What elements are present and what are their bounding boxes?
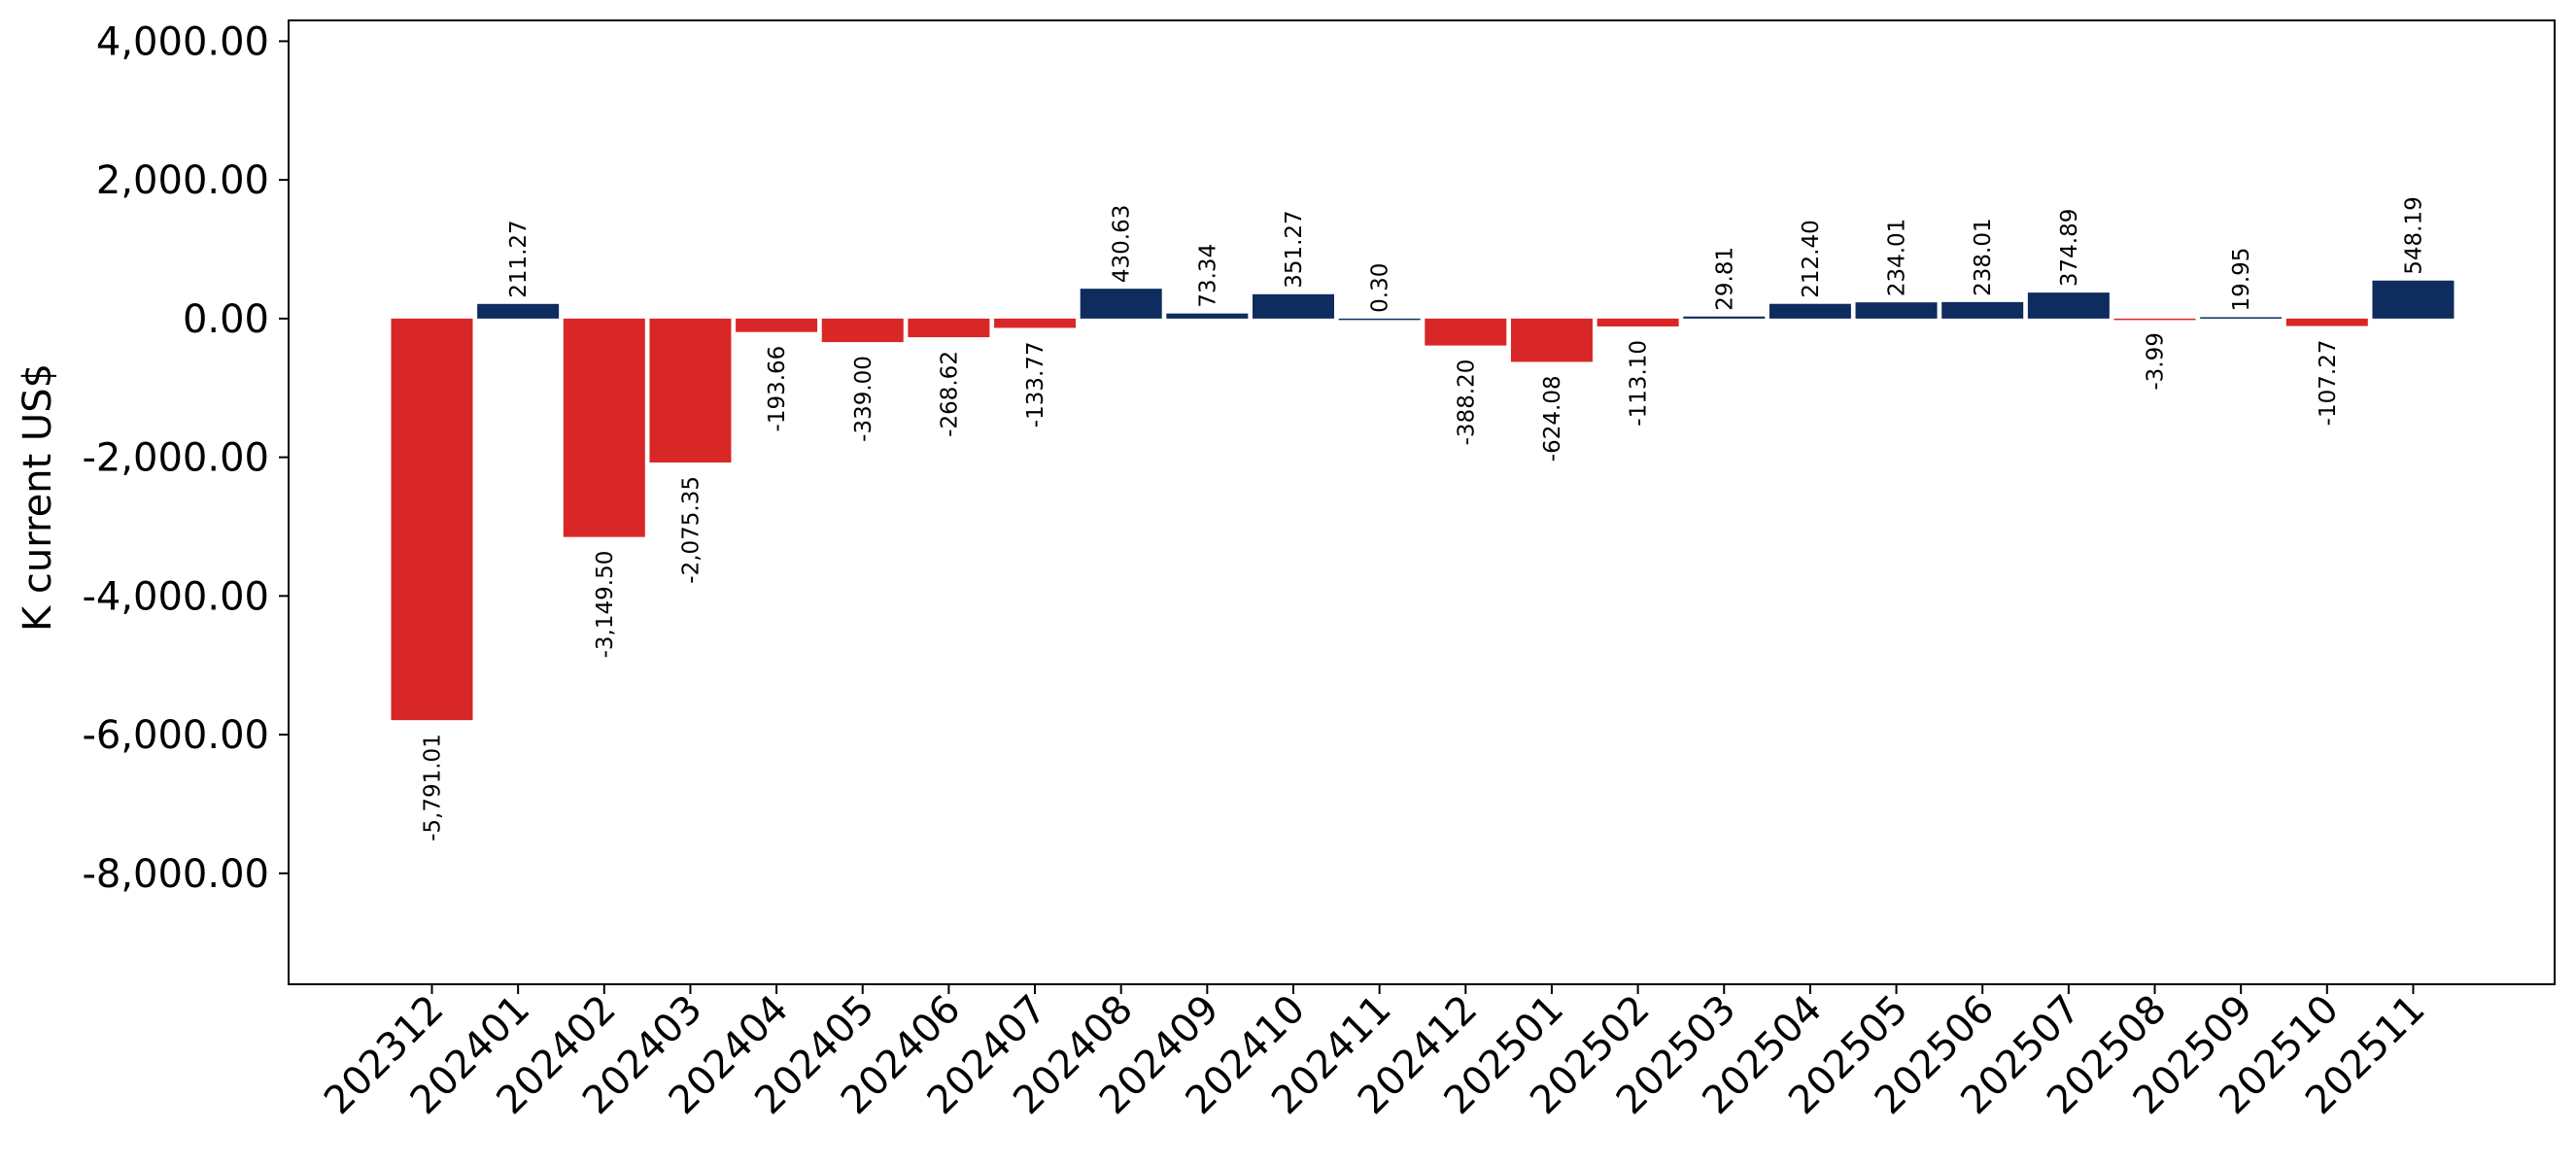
data-label: -3.99 [2144, 332, 2169, 391]
y-tick-label: -4,000.00 [82, 574, 269, 619]
bar [1166, 313, 1249, 319]
data-label: 238.01 [1971, 218, 1996, 295]
data-label: 212.40 [1799, 220, 1824, 297]
bar [391, 318, 473, 721]
bar [2285, 318, 2368, 326]
bar [1683, 316, 1766, 319]
data-label: 351.27 [1282, 210, 1307, 288]
data-label: 548.19 [2401, 196, 2426, 274]
y-tick-label: -8,000.00 [82, 852, 269, 897]
bar [1597, 318, 1679, 326]
bar [1941, 301, 2024, 319]
y-tick-label: 2,000.00 [96, 158, 269, 203]
bar [477, 303, 560, 319]
bar [2200, 317, 2283, 319]
bar [2027, 292, 2110, 319]
data-label: -3,149.50 [593, 551, 618, 659]
bar [1510, 318, 1593, 362]
bar [994, 318, 1077, 328]
data-label: 430.63 [1110, 205, 1135, 283]
bar [1855, 302, 1938, 319]
data-label: 0.30 [1368, 263, 1393, 313]
data-label: 73.34 [1195, 244, 1220, 308]
bar [1425, 318, 1507, 346]
bar [908, 318, 990, 338]
data-label: -339.00 [851, 356, 876, 442]
bar [2372, 280, 2455, 319]
data-label: 29.81 [1712, 247, 1737, 311]
data-label: -107.27 [2316, 340, 2341, 427]
data-label: -113.10 [1627, 340, 1652, 427]
y-axis-label: K current US$ [16, 363, 60, 632]
bar [736, 318, 818, 332]
data-label: -388.20 [1454, 360, 1479, 446]
y-tick-label: -6,000.00 [82, 713, 269, 758]
data-label: 19.95 [2229, 248, 2254, 312]
bar [821, 318, 904, 343]
bar [1769, 303, 1851, 319]
data-label: -2,075.35 [678, 476, 704, 584]
bar [1253, 293, 1334, 319]
data-label: 374.89 [2057, 209, 2082, 287]
plot-area: 4,000.00 2,000.00 0.00 -2,000.00 -4,000.00 -6… [82, 19, 2455, 1123]
y-tick-label: 4,000.00 [96, 19, 269, 64]
data-label: -624.08 [1540, 375, 1565, 462]
data-label: -193.66 [765, 346, 790, 432]
bar [1080, 289, 1162, 319]
data-label: 234.01 [1885, 219, 1910, 296]
data-label: -133.77 [1023, 341, 1048, 428]
bar [2113, 318, 2196, 321]
data-label: -5,791.01 [421, 734, 446, 841]
y-tick-label: 0.00 [183, 297, 269, 342]
bar [649, 318, 732, 463]
data-label: 211.27 [506, 220, 532, 297]
data-label: -268.62 [937, 351, 962, 437]
plot-frame [288, 19, 2556, 985]
y-tick-label: -2,000.00 [82, 436, 269, 481]
bar [563, 318, 645, 537]
bar [1338, 318, 1421, 321]
